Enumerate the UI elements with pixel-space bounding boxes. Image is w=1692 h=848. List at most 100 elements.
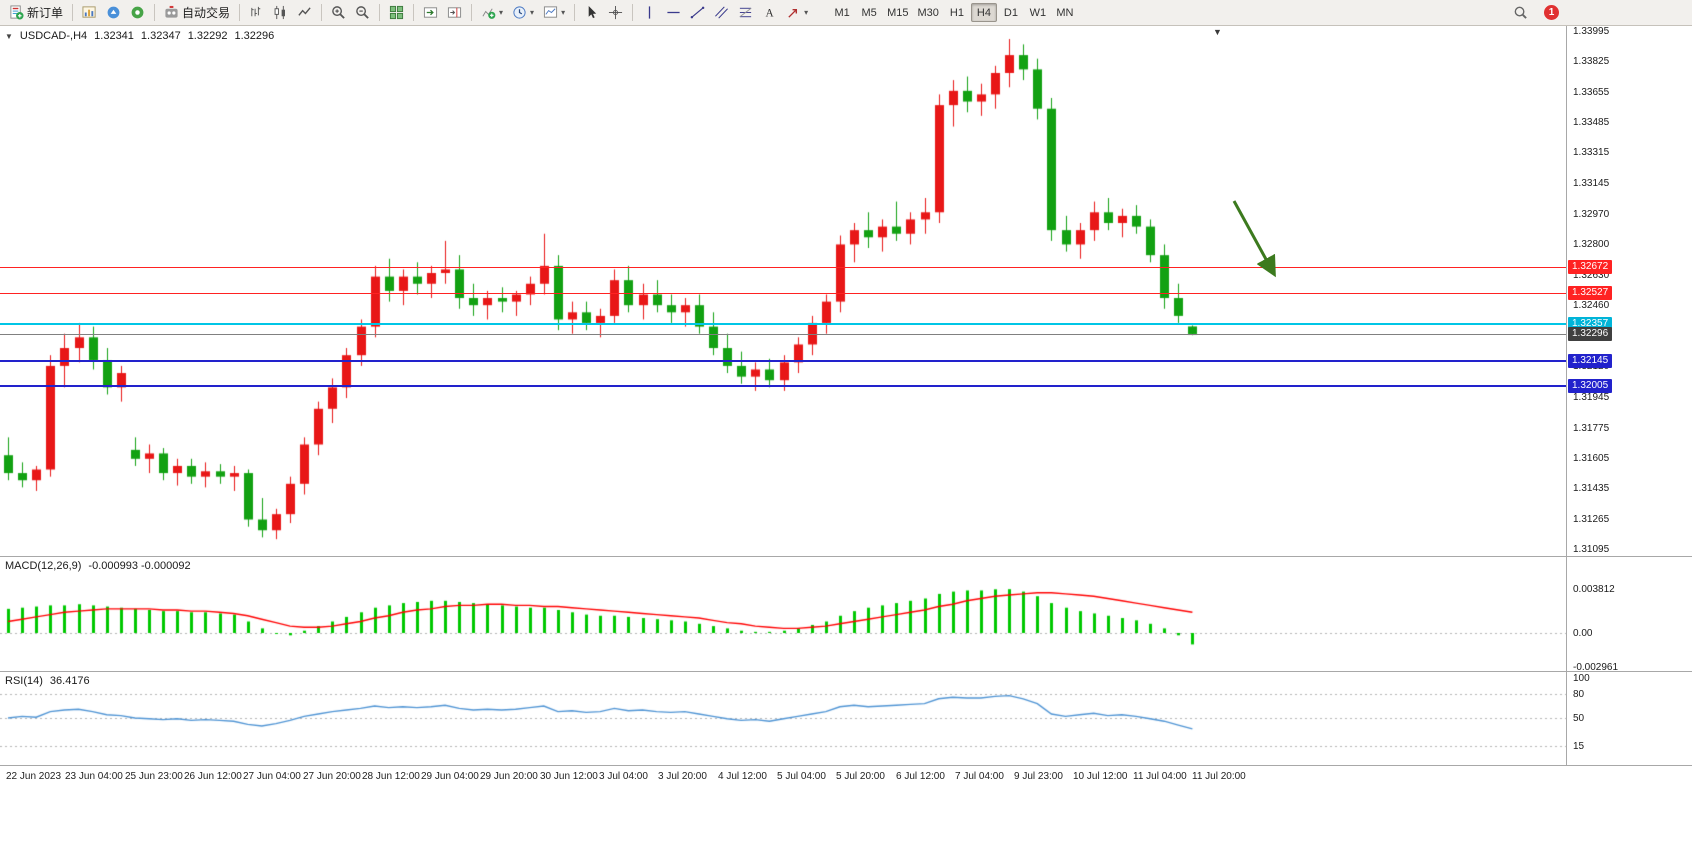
timeframe-m15-button[interactable]: M15 [883,3,912,22]
panel-divider[interactable] [0,556,1692,557]
chart-shift-button[interactable] [443,2,466,23]
new-order-button-label: 新订单 [27,6,64,20]
bar-chart-button[interactable] [245,2,268,23]
hline-1.32527[interactable] [0,293,1566,294]
timeframe-h4-button[interactable]: H4 [970,3,997,22]
toolbar-separator [72,4,74,21]
toolbar: 新订单 自动交易 ▾ ▾ ▾ A ▾ M1 M5 M15 M30 H1 H4 D1 W1 MN 1 [0,0,1692,26]
zoom-in-button[interactable] [327,2,350,23]
macd-label: MACD(12,26,9) [5,560,82,572]
rsi-level-label: 80 [1573,689,1585,700]
auto-scroll-button[interactable] [419,2,442,23]
hline-1.32145[interactable] [0,360,1566,362]
time-axis: 22 Jun 2023 23 Jun 04:00 25 Jun 23:00 26 Ju… [0,766,1566,790]
indicators-button[interactable]: ▾ [477,2,507,23]
timeframe-m1-button[interactable]: M1 [829,3,855,22]
timeframe-m5-button[interactable]: M5 [856,3,882,22]
ohlc-close: 1.32296 [234,30,275,42]
price-axis: 1.33995 1.33825 1.33655 1.33485 1.33315 1.331… [1567,26,1692,790]
timeframe-toolbar: M1 M5 M15 M30 H1 H4 D1 W1 MN [829,3,1078,22]
hline-1.32005[interactable] [0,385,1566,387]
ohlc-open: 1.32341 [94,30,134,42]
arrows-button[interactable]: ▾ [782,2,812,23]
dropdown-caret-icon: ▾ [499,7,504,17]
new-order-button[interactable]: 新订单 [5,2,67,23]
macd-values: -0.000993 -0.000092 [88,560,191,572]
panel-divider[interactable] [0,671,1692,672]
timeframe-mn-button[interactable]: MN [1052,3,1078,22]
notification-badge[interactable]: 1 [1544,5,1559,20]
bar-chart-icon [249,5,264,20]
time-axis-label: 5 Jul 20:00 [836,771,885,782]
time-axis-label: 27 Jun 20:00 [303,771,361,782]
price-tick-label: 1.33655 [1573,86,1610,98]
autotrading-button[interactable]: 自动交易 [160,2,234,23]
macd-axis-label: 0.00 [1573,628,1593,639]
fibonacci-icon [738,5,753,20]
time-axis-label: 3 Jul 20:00 [658,771,707,782]
toolbar-separator [379,4,381,21]
time-axis-label: 11 Jul 20:00 [1192,771,1246,782]
current-price-line-1.32296[interactable] [0,334,1566,335]
time-axis-label: 26 Jun 12:00 [184,771,242,782]
time-axis-label: 5 Jul 04:00 [777,771,826,782]
time-axis-label: 23 Jun 04:00 [65,771,123,782]
indicators-icon [481,5,496,20]
tile-windows-icon [389,5,404,20]
autotrading-icon [164,5,179,20]
price-tick-label: 1.32630 [1573,269,1610,281]
price-tag-1.32672: 1.32672 [1568,260,1613,274]
rsi-indicator-canvas[interactable] [0,672,1566,765]
line-chart-button[interactable] [293,2,316,23]
trendline-button[interactable] [686,2,709,23]
chart-shift-icon [447,5,462,20]
panel-divider[interactable] [0,765,1692,766]
timeframe-h1-button[interactable]: H1 [944,3,970,22]
price-tick-label: 1.31945 [1573,392,1610,404]
horizontal-line-button[interactable] [662,2,685,23]
new-order-icon [9,5,24,20]
rsi-level-label: 100 [1573,673,1590,684]
price-tick-label: 1.31095 [1573,544,1610,555]
periods-button[interactable]: ▾ [508,2,538,23]
toolbar-separator [574,4,576,21]
cursor-button[interactable] [580,2,603,23]
price-tick-label: 1.31605 [1573,452,1610,464]
toolbar-separator [154,4,156,21]
fibonacci-button[interactable] [734,2,757,23]
templates-button[interactable]: ▾ [539,2,569,23]
periods-icon [512,5,527,20]
chart-window-button[interactable] [78,2,101,23]
trend-arrow-annotation[interactable] [1228,196,1290,290]
channel-button[interactable] [710,2,733,23]
main-chart-canvas[interactable] [0,26,1566,556]
time-axis-label: 10 Jul 12:00 [1073,771,1128,782]
chart-shift-marker[interactable]: ▼ [1213,27,1222,37]
hline-1.32672[interactable] [0,267,1566,268]
candlestick-chart-button[interactable] [269,2,292,23]
timeframe-m30-button[interactable]: M30 [914,3,943,22]
search-button[interactable] [1509,2,1532,23]
tile-windows-button[interactable] [385,2,408,23]
collapse-triangle-icon[interactable]: ▼ [5,31,13,41]
vertical-line-button[interactable] [638,2,661,23]
arrows-icon [786,5,801,20]
timeframe-w1-button[interactable]: W1 [1025,3,1051,22]
price-scale-divider [1566,26,1567,766]
macd-indicator-canvas[interactable] [0,557,1566,671]
navigator-button[interactable] [126,2,149,23]
text-button[interactable]: A [758,2,781,23]
zoom-in-icon [331,5,346,20]
time-axis-label: 27 Jun 04:00 [243,771,301,782]
market-watch-button[interactable] [102,2,125,23]
time-axis-label: 25 Jun 23:00 [125,771,183,782]
zoom-out-button[interactable] [351,2,374,23]
autotrading-button-label: 自动交易 [182,6,231,20]
price-tick-label: 1.31775 [1573,422,1610,434]
market-watch-icon [106,5,121,20]
dropdown-caret-icon: ▾ [804,7,809,17]
time-axis-label: 6 Jul 12:00 [896,771,945,782]
crosshair-button[interactable] [604,2,627,23]
timeframe-d1-button[interactable]: D1 [998,3,1024,22]
hline-1.32357[interactable] [0,323,1566,325]
